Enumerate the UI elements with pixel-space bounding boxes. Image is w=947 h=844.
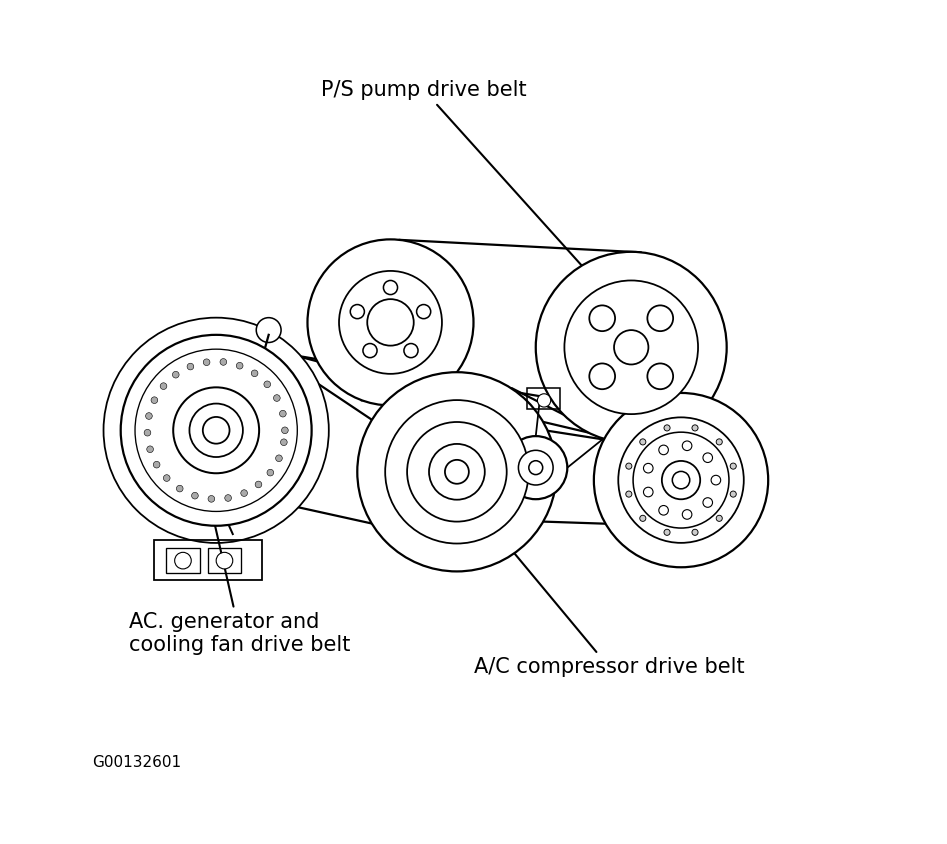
- Circle shape: [274, 395, 280, 402]
- Circle shape: [716, 516, 723, 522]
- Circle shape: [429, 444, 485, 500]
- Circle shape: [357, 372, 557, 571]
- Circle shape: [537, 394, 551, 407]
- Circle shape: [692, 425, 698, 431]
- Circle shape: [648, 364, 673, 389]
- Circle shape: [672, 472, 689, 489]
- Circle shape: [643, 463, 653, 473]
- Circle shape: [144, 430, 151, 436]
- Circle shape: [634, 432, 729, 528]
- Circle shape: [589, 306, 616, 331]
- Bar: [167, 548, 200, 573]
- Circle shape: [255, 481, 261, 488]
- Circle shape: [594, 393, 768, 567]
- Circle shape: [339, 271, 442, 374]
- Circle shape: [224, 495, 231, 501]
- Circle shape: [640, 439, 646, 445]
- Circle shape: [203, 417, 229, 444]
- Circle shape: [528, 461, 543, 474]
- Circle shape: [160, 383, 167, 389]
- Circle shape: [618, 417, 743, 543]
- Circle shape: [308, 240, 474, 405]
- Circle shape: [659, 506, 669, 515]
- Circle shape: [564, 280, 698, 414]
- Circle shape: [692, 529, 698, 535]
- Circle shape: [703, 453, 712, 463]
- Circle shape: [189, 403, 242, 457]
- Circle shape: [445, 460, 469, 484]
- Circle shape: [711, 475, 721, 485]
- Circle shape: [640, 516, 646, 522]
- Circle shape: [164, 474, 170, 481]
- Text: G00132601: G00132601: [92, 755, 181, 770]
- Text: A/C compressor drive belt: A/C compressor drive belt: [474, 538, 744, 677]
- Circle shape: [280, 439, 287, 446]
- Circle shape: [152, 397, 158, 403]
- Circle shape: [662, 461, 700, 500]
- Circle shape: [659, 445, 669, 455]
- Circle shape: [208, 495, 215, 502]
- Circle shape: [257, 317, 281, 343]
- Bar: [154, 540, 261, 580]
- Circle shape: [504, 436, 567, 499]
- Circle shape: [220, 359, 226, 365]
- Circle shape: [216, 552, 233, 569]
- Circle shape: [643, 487, 653, 497]
- Circle shape: [153, 462, 160, 468]
- Circle shape: [237, 362, 243, 369]
- Circle shape: [279, 410, 286, 417]
- Circle shape: [664, 529, 670, 535]
- Circle shape: [267, 469, 274, 476]
- Circle shape: [664, 425, 670, 431]
- Bar: [527, 388, 560, 408]
- Circle shape: [350, 305, 365, 319]
- Circle shape: [281, 427, 288, 434]
- Circle shape: [404, 344, 418, 358]
- Circle shape: [241, 490, 247, 496]
- Circle shape: [120, 335, 312, 526]
- Circle shape: [264, 381, 271, 387]
- Circle shape: [536, 252, 726, 443]
- Circle shape: [147, 446, 153, 452]
- Circle shape: [191, 492, 198, 499]
- Circle shape: [135, 349, 297, 511]
- Circle shape: [648, 306, 673, 331]
- Bar: [207, 548, 241, 573]
- Circle shape: [251, 370, 258, 376]
- Circle shape: [173, 387, 259, 473]
- Circle shape: [682, 441, 692, 451]
- Circle shape: [188, 363, 194, 370]
- Text: P/S pump drive belt: P/S pump drive belt: [321, 80, 607, 294]
- Circle shape: [204, 359, 210, 365]
- Circle shape: [682, 510, 692, 519]
- Circle shape: [716, 439, 723, 445]
- Circle shape: [276, 455, 282, 462]
- Circle shape: [385, 400, 528, 544]
- Circle shape: [614, 330, 649, 365]
- Circle shape: [172, 371, 179, 378]
- Circle shape: [626, 491, 632, 497]
- Circle shape: [407, 422, 507, 522]
- Circle shape: [703, 498, 712, 507]
- Circle shape: [730, 463, 736, 469]
- Circle shape: [384, 280, 398, 295]
- Circle shape: [518, 451, 553, 485]
- Circle shape: [367, 299, 414, 346]
- Text: AC. generator and
cooling fan drive belt: AC. generator and cooling fan drive belt: [129, 481, 350, 655]
- Circle shape: [589, 364, 616, 389]
- Circle shape: [363, 344, 377, 358]
- Circle shape: [730, 491, 736, 497]
- Circle shape: [146, 413, 152, 419]
- Circle shape: [174, 552, 191, 569]
- Circle shape: [626, 463, 632, 469]
- Circle shape: [176, 485, 183, 492]
- Circle shape: [417, 305, 431, 319]
- Circle shape: [103, 317, 329, 543]
